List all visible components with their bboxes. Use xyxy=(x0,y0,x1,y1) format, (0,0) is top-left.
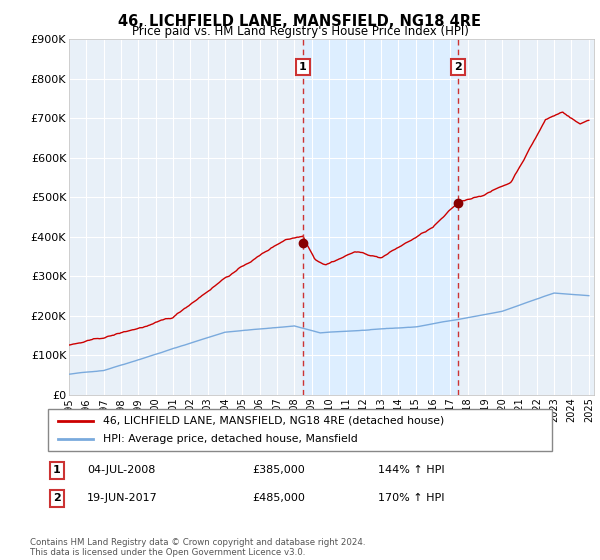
Text: 19-JUN-2017: 19-JUN-2017 xyxy=(87,493,158,503)
Text: 1: 1 xyxy=(299,62,307,72)
Text: HPI: Average price, detached house, Mansfield: HPI: Average price, detached house, Mans… xyxy=(103,434,358,444)
Bar xyxy=(303,39,458,395)
FancyBboxPatch shape xyxy=(48,409,552,451)
Text: 2: 2 xyxy=(454,62,462,72)
Text: 04-JUL-2008: 04-JUL-2008 xyxy=(87,465,155,475)
Text: 46, LICHFIELD LANE, MANSFIELD, NG18 4RE (detached house): 46, LICHFIELD LANE, MANSFIELD, NG18 4RE … xyxy=(103,416,445,426)
Text: £385,000: £385,000 xyxy=(252,465,305,475)
Text: 46, LICHFIELD LANE, MANSFIELD, NG18 4RE: 46, LICHFIELD LANE, MANSFIELD, NG18 4RE xyxy=(119,14,482,29)
Text: 2: 2 xyxy=(53,493,61,503)
Text: 1: 1 xyxy=(53,465,61,475)
Text: £485,000: £485,000 xyxy=(252,493,305,503)
Text: 144% ↑ HPI: 144% ↑ HPI xyxy=(378,465,445,475)
Text: 170% ↑ HPI: 170% ↑ HPI xyxy=(378,493,445,503)
Text: Contains HM Land Registry data © Crown copyright and database right 2024.
This d: Contains HM Land Registry data © Crown c… xyxy=(30,538,365,557)
Text: Price paid vs. HM Land Registry's House Price Index (HPI): Price paid vs. HM Land Registry's House … xyxy=(131,25,469,38)
